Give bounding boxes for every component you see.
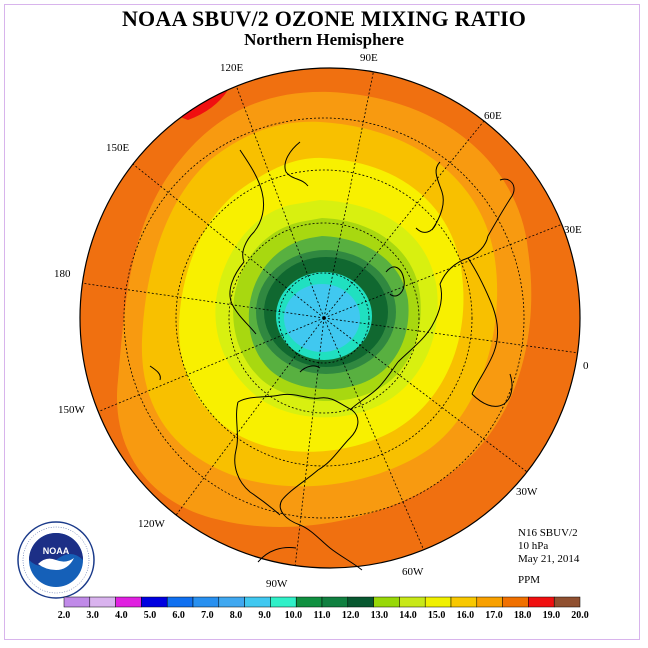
- lon-label-90e: 90E: [360, 52, 378, 64]
- lon-label-30w: 30W: [516, 486, 538, 498]
- scale-swatch: [321, 596, 349, 608]
- coastlines: [149, 141, 515, 571]
- scale-tick-label: 2.0: [58, 610, 71, 621]
- info-date: May 21, 2014: [518, 553, 580, 565]
- map-subtitle: Northern Hemisphere: [244, 30, 404, 49]
- scale-tick-label: 8.0: [230, 610, 243, 621]
- lon-label-150e: 150E: [106, 142, 130, 154]
- scale-swatch: [399, 596, 426, 608]
- scale-swatch: [347, 596, 374, 608]
- lon-label-0: 0: [583, 360, 589, 372]
- noaa-logo-text: NOAA: [43, 546, 70, 556]
- scale-tick-label: 6.0: [172, 610, 185, 621]
- scale-swatch: [424, 596, 452, 608]
- lon-label-150w: 150W: [58, 404, 85, 416]
- scale-tick-label: 15.0: [428, 610, 446, 621]
- map-title: NOAA SBUV/2 OZONE MIXING RATIO: [121, 6, 527, 31]
- lon-label-120w: 120W: [138, 518, 165, 530]
- scale-tick-label: 16.0: [457, 610, 475, 621]
- scale-swatch: [270, 596, 297, 608]
- scale-tick-label: 20.0: [571, 610, 589, 621]
- lon-label-60w: 60W: [402, 566, 424, 578]
- info-level: 10 hPa: [518, 540, 549, 552]
- lon-label-60e: 60E: [484, 110, 502, 122]
- scale-swatch: [553, 596, 581, 608]
- scale-tick-label: 13.0: [371, 610, 389, 621]
- scale-swatch: [63, 596, 91, 608]
- scale-tick-label: 5.0: [144, 610, 157, 621]
- scale-swatch: [166, 596, 194, 608]
- map-boundary: [79, 67, 581, 569]
- scale-swatch: [295, 596, 323, 608]
- scale-swatch: [141, 596, 168, 608]
- scale-swatch: [115, 596, 142, 608]
- map-frame: [4, 4, 640, 640]
- scale-tick-label: 14.0: [399, 610, 417, 621]
- scale-tick-label: 19.0: [543, 610, 561, 621]
- lon-label-120e: 120E: [220, 62, 244, 74]
- scale-swatch: [476, 596, 503, 608]
- scale-tick-label: 4.0: [115, 610, 128, 621]
- scale-tick-label: 7.0: [201, 610, 214, 621]
- scale-swatch: [89, 596, 116, 608]
- scale-swatch: [528, 596, 555, 608]
- scale-swatch: [218, 596, 245, 608]
- lon-label-180: 180: [54, 268, 71, 280]
- scale-tick-label: 3.0: [86, 610, 99, 621]
- info-instrument: N16 SBUV/2: [518, 527, 578, 539]
- scale-swatch: [373, 596, 400, 608]
- scale-tick-label: 17.0: [485, 610, 503, 621]
- scale-swatch: [244, 596, 271, 608]
- scale-swatch: [450, 596, 478, 608]
- scale-tick-label: 10.0: [285, 610, 303, 621]
- scale-tick-label: 11.0: [314, 610, 331, 621]
- scale-tick-label: 9.0: [258, 610, 271, 621]
- lon-label-90w: 90W: [266, 578, 288, 590]
- scale-tick-label: 12.0: [342, 610, 360, 621]
- lon-label-30e: 30E: [564, 224, 582, 236]
- scale-swatch: [192, 596, 220, 608]
- graticule: [82, 71, 578, 566]
- info-units: PPM: [518, 574, 541, 586]
- scale-tick-label: 18.0: [514, 610, 532, 621]
- noaa-logo: NOAA: [17, 521, 95, 599]
- scale-swatch: [502, 596, 529, 608]
